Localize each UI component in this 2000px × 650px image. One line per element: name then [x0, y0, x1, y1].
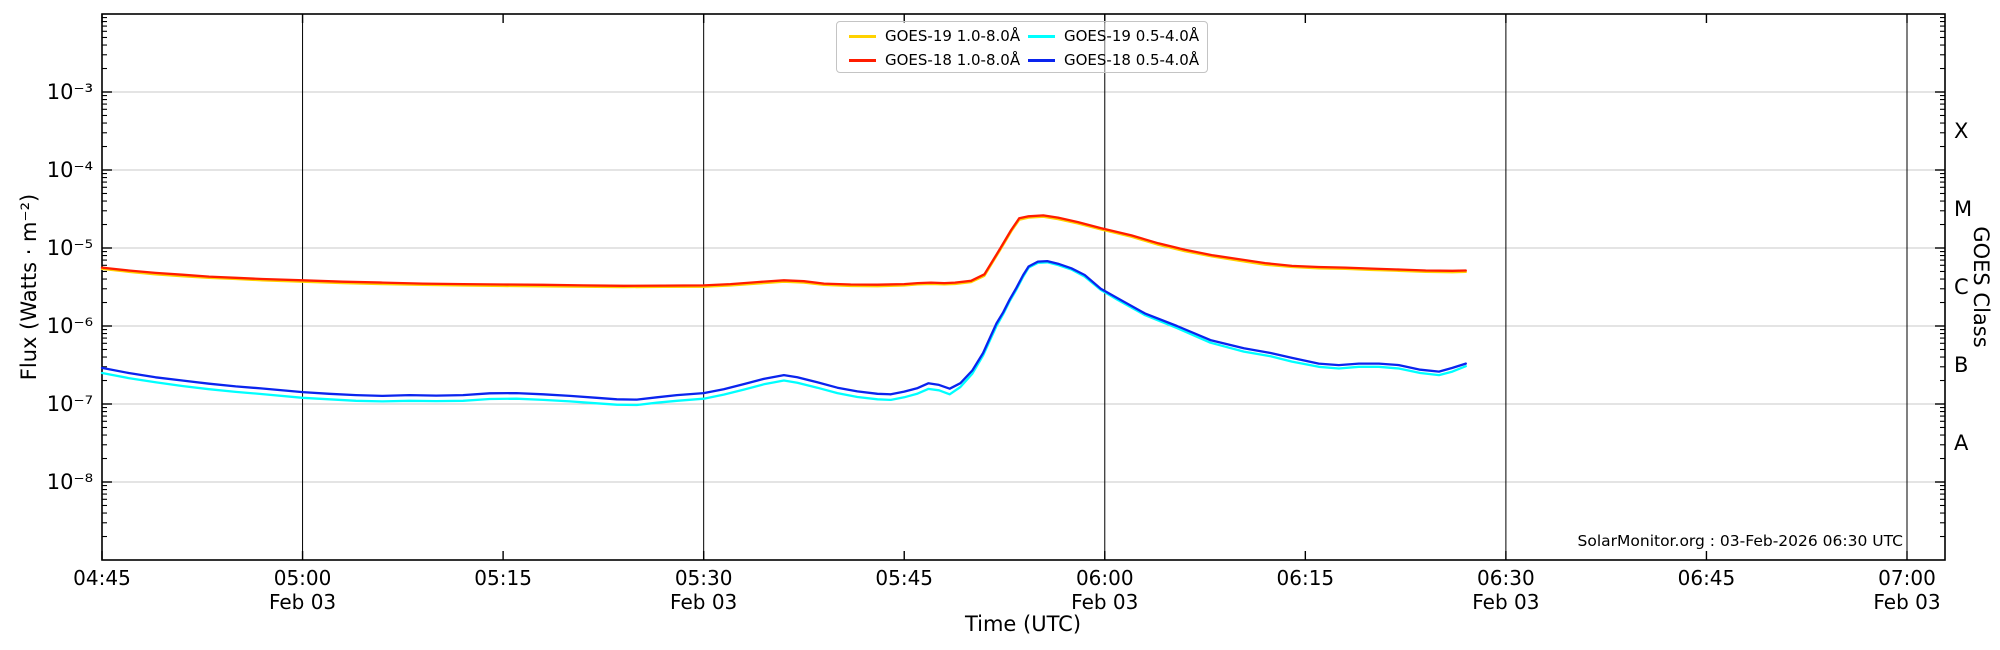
- legend: GOES-19 1.0-8.0Å GOES-18 1.0-8.0Å GOES-19 …: [836, 21, 1208, 73]
- goes-class-label-x: X: [1954, 119, 1969, 143]
- series-goes-19-1-0-8-0-: [100, 215, 1467, 289]
- legend-swatch-line: [1028, 34, 1055, 38]
- goes-class-label-m: M: [1954, 197, 1973, 221]
- legend-label: GOES-18 0.5-4.0Å: [1064, 51, 1200, 69]
- goes-class-label-a: A: [1954, 431, 1969, 455]
- legend-swatch-line: [1028, 58, 1055, 62]
- y-axis-title-flux: Flux (Watts · m⁻²): [17, 193, 41, 381]
- x-tick-label: 05:15: [474, 566, 532, 590]
- x-tick-label: 06:30: [1477, 566, 1535, 590]
- x-tick-label: 05:00: [273, 566, 332, 590]
- attribution-text: SolarMonitor.org : 03-Feb-2026 06:30 UTC: [1577, 532, 1903, 550]
- y-tick-label: 10⁻⁶: [46, 314, 93, 338]
- x-tick-label: 05:45: [875, 566, 934, 590]
- legend-swatch-line: [849, 34, 876, 38]
- series-goes-18-1-0-8-0-: [100, 214, 1467, 287]
- legend-swatch-line: [849, 58, 876, 62]
- goes-class-label-b: B: [1954, 353, 1969, 377]
- x-tick-date-label: Feb 03: [1873, 590, 1941, 614]
- legend-label: GOES-19 0.5-4.0Å: [1064, 27, 1200, 45]
- x-tick-label: 04:45: [73, 566, 131, 590]
- y-tick-label: 10⁻⁷: [46, 392, 93, 416]
- legend-item: GOES-19 1.0-8.0Å: [843, 24, 1022, 48]
- y-axis-title-goes-class: GOES Class: [1969, 226, 1993, 348]
- y-tick-label: 10⁻⁸: [46, 470, 93, 494]
- x-tick-label: 06:00: [1075, 566, 1134, 590]
- y-tick-label: 10⁻⁵: [46, 236, 93, 260]
- series-goes-19-0-5-4-0-: [100, 261, 1467, 407]
- x-axis-title-time: Time (UTC): [964, 612, 1082, 636]
- legend-label: GOES-19 1.0-8.0Å: [885, 27, 1021, 45]
- x-tick-date-label: Feb 03: [670, 590, 738, 614]
- y-tick-label: 10⁻⁴: [46, 158, 93, 182]
- legend-item: GOES-18 1.0-8.0Å: [843, 48, 1022, 72]
- x-tick-date-label: Feb 03: [1472, 590, 1540, 614]
- series-goes-18-0-5-4-0-: [100, 259, 1467, 401]
- legend-label: GOES-18 1.0-8.0Å: [885, 51, 1021, 69]
- legend-item: GOES-19 0.5-4.0Å: [1022, 24, 1201, 48]
- x-tick-date-label: Feb 03: [268, 590, 337, 614]
- plot-frame: [101, 13, 1946, 561]
- legend-item: GOES-18 0.5-4.0Å: [1022, 48, 1201, 72]
- goes-class-label-c: C: [1954, 275, 1969, 299]
- x-tick-date-label: Feb 03: [1071, 590, 1139, 614]
- x-tick-label: 07:00: [1878, 566, 1936, 590]
- x-tick-label: 06:15: [1276, 566, 1335, 590]
- x-tick-label: 05:30: [674, 566, 733, 590]
- y-tick-label: 10⁻³: [46, 80, 93, 104]
- x-tick-label: 06:45: [1677, 566, 1736, 590]
